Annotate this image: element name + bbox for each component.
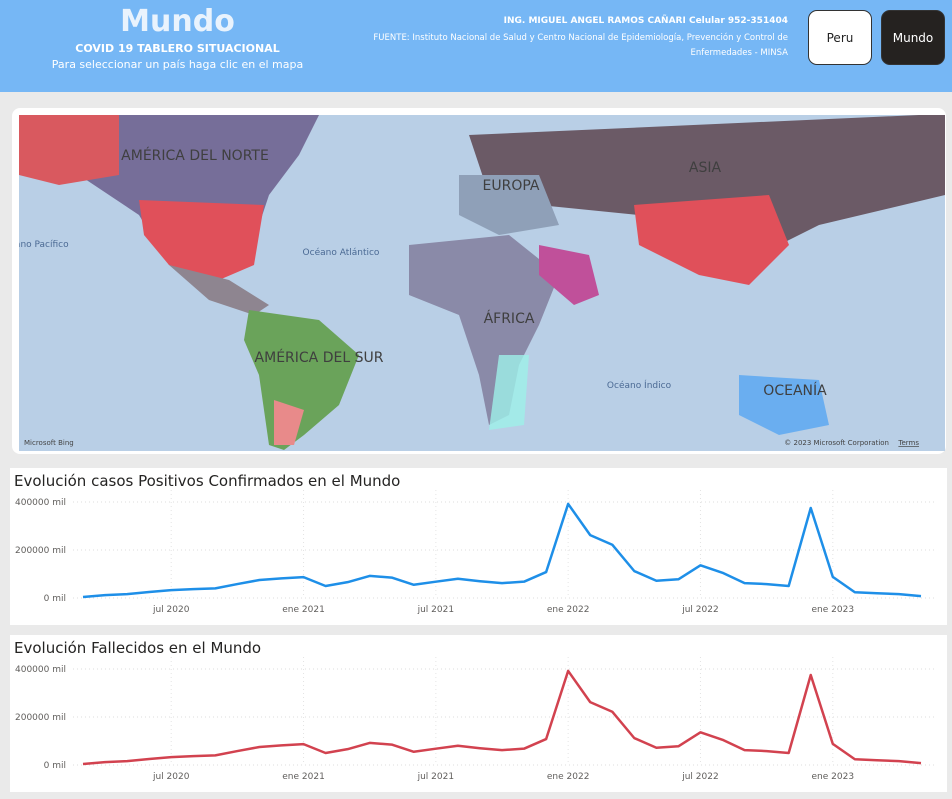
chart: Evolución Fallecidos en el Mundo 0 mil 200… (14, 639, 936, 782)
chart-title: Evolución casos Positivos Confirmados en… (14, 472, 400, 490)
header: Mundo COVID 19 TABLERO SITUACIONAL Para … (0, 0, 952, 92)
y-tick-label: 200000 mil (15, 713, 66, 723)
x-tick-label: jul 2020 (152, 605, 190, 615)
land (19, 115, 119, 185)
author: ING. MIGUEL ANGEL RAMOS CAÑARI Celular 9… (503, 16, 788, 26)
x-tick-label: ene 2021 (282, 605, 325, 615)
map-label: EUROPA (483, 178, 540, 194)
chart-title: Evolución Fallecidos en el Mundo (14, 639, 261, 657)
subtitle: COVID 19 TABLERO SITUACIONAL (75, 42, 280, 55)
y-tick-label: 400000 mil (15, 665, 66, 675)
x-tick-label: ene 2022 (547, 772, 590, 782)
x-tick-label: jul 2021 (417, 772, 454, 782)
land (459, 175, 559, 235)
land (739, 375, 829, 435)
button[interactable]: Peru (808, 10, 872, 65)
map-label: OCEANÍA (763, 382, 827, 399)
button[interactable]: Mundo (881, 10, 945, 65)
map-brand: Microsoft Bing (24, 439, 74, 447)
hint: Para seleccionar un país haga clic en el… (51, 58, 304, 71)
map-label: ASIA (689, 160, 722, 176)
x-tick-label: jul 2021 (417, 605, 454, 615)
map-panel: AMÉRICA DEL NORTE Océano Pacífico Océano… (12, 108, 946, 454)
map[interactable]: AMÉRICA DEL NORTE Océano Pacífico Océano… (19, 115, 945, 451)
x-tick-label: ene 2021 (282, 772, 325, 782)
x-tick-label: ene 2023 (812, 772, 855, 782)
chart-panel: Evolución casos Positivos Confirmados en… (10, 468, 947, 625)
map-labels: AMÉRICA DEL NORTE Océano Pacífico Océano… (19, 147, 827, 399)
land (169, 265, 269, 315)
line (82, 502, 922, 599)
land (489, 355, 529, 430)
y-tick-label: 0 mil (44, 594, 66, 604)
x-tick-label: jul 2022 (681, 772, 718, 782)
land (469, 115, 945, 245)
map-label: AMÉRICA DEL NORTE (121, 147, 269, 164)
y-tick-label: 400000 mil (15, 498, 66, 508)
land (139, 200, 264, 280)
title: Mundo (120, 4, 235, 39)
land (409, 235, 559, 425)
y-tick-label: 200000 mil (15, 546, 66, 556)
map-terms[interactable]: Terms (897, 439, 919, 447)
map-label: AMÉRICA DEL SUR (255, 349, 384, 366)
x-tick-label: jul 2020 (152, 772, 190, 782)
y-tick-label: 0 mil (44, 761, 66, 771)
chart: Evolución casos Positivos Confirmados en… (14, 472, 936, 615)
map-copyright: © 2023 Microsoft Corporation (784, 439, 889, 447)
chart-panel: Evolución Fallecidos en el Mundo 0 mil 200… (10, 635, 947, 792)
land (244, 310, 359, 450)
map-label: ÁFRICA (484, 310, 535, 327)
map-label: Océano Índico (607, 379, 672, 391)
land (634, 195, 789, 285)
map-label: Océano Atlántico (303, 247, 380, 258)
x-tick-label: ene 2023 (812, 605, 855, 615)
map-label: Océano Pacífico (19, 239, 69, 250)
land (539, 245, 599, 305)
line (82, 669, 922, 766)
x-tick-label: ene 2022 (547, 605, 590, 615)
source: FUENTE: Instituto Nacional de Salud y Ce… (373, 33, 788, 58)
x-tick-label: jul 2022 (681, 605, 718, 615)
land (274, 400, 304, 445)
